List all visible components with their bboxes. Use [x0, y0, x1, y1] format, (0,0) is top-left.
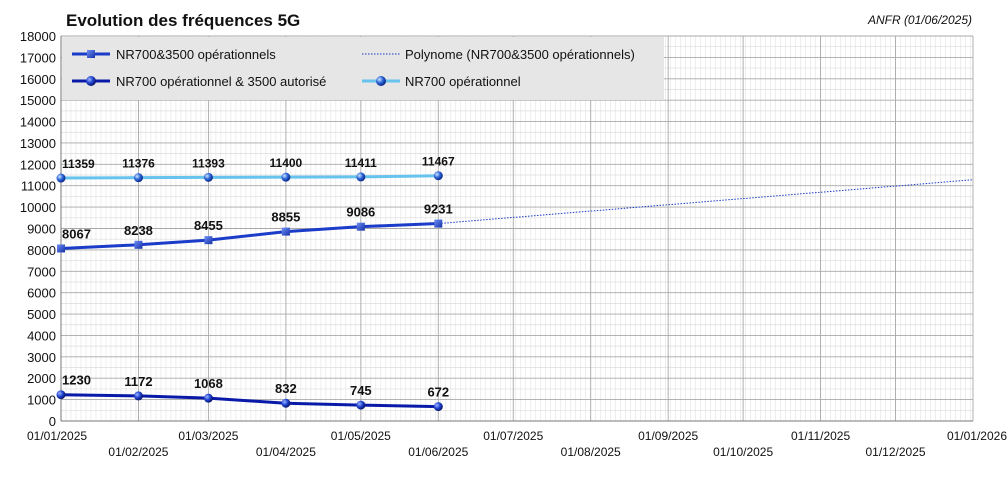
data-label: 11359	[62, 157, 95, 171]
data-label: 11376	[122, 157, 155, 171]
data-label: 8455	[194, 218, 223, 233]
y-tick-label: 11000	[21, 179, 56, 194]
data-point	[134, 240, 143, 249]
x-tick-label: 01/12/2025	[866, 445, 926, 459]
data-label: 11411	[345, 156, 377, 170]
y-tick-label: 16000	[20, 72, 56, 87]
data-point	[281, 227, 290, 236]
series-layer: 8067 8238 8455 8855 9086 9231 1230 1172 1068 832 7…	[56, 155, 974, 412]
x-tick-label: 01/10/2025	[713, 445, 773, 459]
data-label: 1230	[62, 373, 91, 388]
x-axis-ticks: 01/01/2025 01/02/2025 01/03/2025 01/04/2025…	[27, 429, 1007, 459]
data-point	[204, 236, 213, 245]
axes	[60, 36, 973, 422]
legend-marker-series-0	[87, 50, 95, 58]
data-point	[203, 172, 213, 182]
data-point	[57, 244, 65, 253]
x-tick-label: 01/03/2025	[178, 429, 238, 443]
data-label: 832	[275, 381, 297, 396]
legend-box	[62, 37, 664, 100]
y-tick-label: 14000	[20, 115, 56, 130]
data-label: 9086	[346, 205, 375, 220]
x-tick-label: 01/01/2025	[27, 429, 87, 443]
y-axis-ticks: 0 1000 2000 3000 4000 5000 6000 7000 8000 9000 100…	[20, 29, 56, 429]
chart-source: ANFR (01/06/2025)	[867, 13, 972, 27]
data-point	[133, 173, 143, 183]
data-label: 745	[350, 383, 372, 398]
data-label: 672	[427, 385, 449, 400]
data-point	[281, 172, 291, 182]
data-label: 9231	[424, 202, 453, 217]
data-point	[203, 393, 213, 403]
y-tick-label: 8000	[27, 243, 56, 258]
x-tick-label: 01/08/2025	[561, 445, 621, 459]
x-tick-label: 01/02/2025	[108, 445, 168, 459]
y-tick-label: 3000	[27, 350, 56, 365]
legend: NR700&3500 opérationnels Polynome (NR700…	[62, 37, 664, 100]
x-tick-label: 01/06/2025	[408, 445, 468, 459]
data-label: 8238	[124, 223, 153, 238]
data-label: 1172	[124, 374, 152, 389]
y-tick-label: 1000	[27, 393, 56, 408]
legend-label-series-0: NR700&3500 opérationnels	[116, 47, 276, 62]
data-point	[281, 398, 291, 408]
data-point	[56, 173, 66, 183]
data-point	[356, 222, 365, 231]
y-tick-label: 2000	[27, 371, 56, 386]
data-point	[56, 390, 66, 400]
data-label: 11467	[422, 155, 455, 169]
y-tick-label: 7000	[27, 264, 56, 279]
x-tick-label: 01/11/2025	[791, 429, 850, 443]
data-label: 11400	[270, 156, 303, 170]
y-tick-label: 0	[49, 414, 56, 429]
trendline	[438, 179, 974, 225]
y-tick-label: 5000	[27, 307, 56, 322]
data-point	[356, 400, 366, 410]
legend-label-trendline: Polynome (NR700&3500 opérationnels)	[405, 47, 635, 62]
data-point	[434, 219, 443, 228]
data-point	[433, 402, 443, 412]
y-tick-label: 17000	[20, 50, 56, 65]
x-tick-label: 01/09/2025	[638, 429, 698, 443]
y-tick-label: 13000	[20, 136, 56, 151]
x-tick-label: 01/05/2025	[331, 429, 391, 443]
legend-marker-series-1	[86, 76, 96, 86]
series-line-2	[60, 174, 439, 180]
series-line-1	[60, 393, 439, 409]
chart-title: Evolution des fréquences 5G	[66, 11, 300, 30]
y-tick-label: 12000	[20, 157, 56, 172]
x-tick-label: 01/07/2025	[483, 429, 543, 443]
data-point	[433, 171, 443, 181]
data-label: 8067	[62, 226, 91, 241]
y-tick-label: 18000	[20, 29, 56, 44]
data-label: 1068	[194, 376, 223, 391]
legend-marker-series-2	[376, 76, 386, 86]
legend-label-series-2: NR700 opérationnel	[405, 74, 521, 89]
x-tick-label: 01/04/2025	[256, 445, 316, 459]
y-tick-label: 9000	[27, 222, 56, 237]
y-tick-label: 6000	[27, 286, 56, 301]
data-label: 11393	[192, 156, 225, 170]
y-tick-label: 15000	[20, 93, 56, 108]
data-point	[356, 172, 366, 182]
data-label: 8855	[271, 210, 300, 225]
x-tick-label: 01/01/2026	[947, 429, 1007, 443]
y-tick-label: 4000	[27, 328, 56, 343]
legend-label-series-1: NR700 opérationnel & 3500 autorisé	[116, 74, 326, 89]
data-point	[133, 391, 143, 401]
series-line-0	[60, 222, 439, 250]
y-tick-label: 10000	[20, 200, 56, 215]
